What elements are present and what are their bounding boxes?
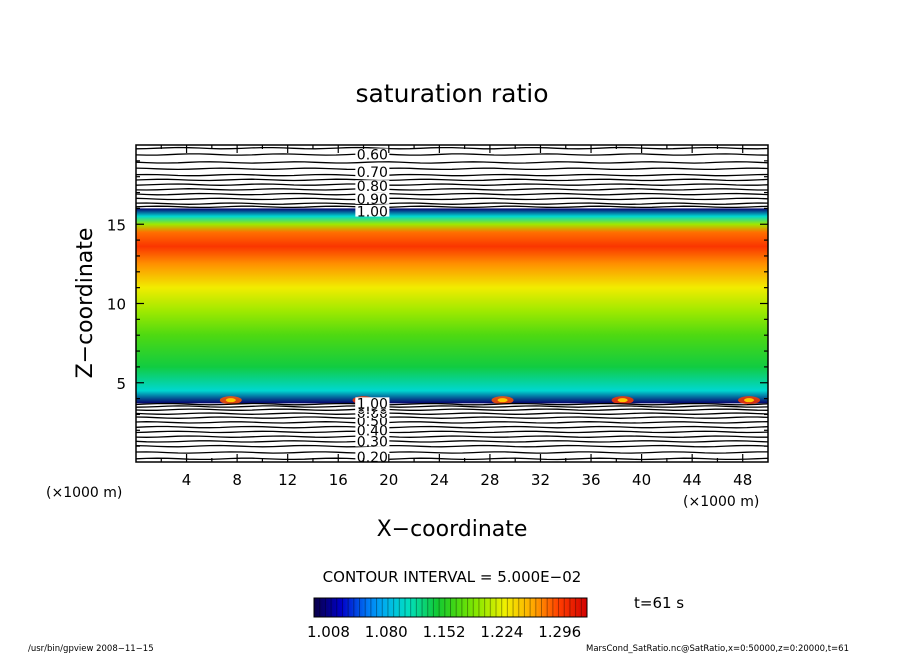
lower-contour-0 (136, 457, 768, 461)
surface-bubble-core-3 (617, 398, 628, 403)
lower-contour-label-bg-0 (355, 451, 390, 462)
colorbar-ticks: 1.008 1.080 1.152 1.224 1.296 (307, 623, 581, 641)
y-axis-label: Z−coordinate (73, 228, 98, 379)
lower-contour-label-8: 1.00 (357, 396, 388, 412)
y-tick-label-10: 10 (107, 296, 126, 314)
upper-contour-label-0: 0.60 (357, 148, 388, 164)
upper-contour-3 (136, 192, 768, 196)
x-tick-label-36: 36 (581, 471, 600, 489)
footer-right: MarsCond_SatRatio.nc@SatRatio,x=0:50000,… (586, 644, 849, 654)
upper-contour-0 (136, 205, 768, 209)
colorbar-tick-label-2: 1.152 (423, 623, 466, 641)
lower-contour-label-bg-2 (355, 424, 390, 436)
colorbar-tick-label-1: 1.080 (365, 623, 408, 641)
upper-contour-7 (136, 173, 768, 177)
lower-contour-2 (136, 444, 768, 448)
x-tick-label-8: 8 (232, 471, 242, 489)
upper-contour-2 (136, 197, 768, 201)
x-axis-unit: (×1000 m) (683, 494, 759, 510)
x-tick-label-12: 12 (278, 471, 297, 489)
lower-contour-10 (136, 408, 768, 411)
x-tick-label-16: 16 (329, 471, 348, 489)
y-tick-label-15: 15 (107, 216, 126, 234)
x-tick-label-44: 44 (683, 471, 702, 489)
contour-lines (136, 146, 768, 461)
upper-contour-label-bg-2 (355, 180, 390, 192)
lower-contour-6 (136, 425, 768, 429)
lower-contour-5 (136, 430, 768, 434)
lower-contour-7 (136, 421, 768, 424)
upper-contour-10 (136, 153, 768, 156)
lower-contour-12 (136, 402, 768, 406)
upper-contour-label-bg-4 (355, 205, 390, 217)
lower-contour-label-0: 0.20 (357, 450, 388, 466)
x-tick-label-48: 48 (733, 471, 752, 489)
upper-contour-9 (136, 161, 768, 164)
upper-contour-4 (136, 188, 768, 191)
x-tick-label-32: 32 (531, 471, 550, 489)
x-tick-label-20: 20 (379, 471, 398, 489)
x-axis-label: X−coordinate (377, 517, 528, 542)
chart-title: saturation ratio (355, 79, 548, 108)
lower-contour-4 (136, 435, 768, 438)
lower-contour-label-bg-8 (355, 397, 390, 409)
x-tick-label-28: 28 (480, 471, 499, 489)
y-axis-unit: (×1000 m) (46, 485, 122, 501)
saturation-field (136, 208, 768, 404)
upper-contour-label-1: 0.70 (357, 165, 388, 181)
upper-contour-label-bg-3 (355, 192, 390, 204)
colorbar-tick-label-3: 1.224 (480, 623, 523, 641)
lower-contour-label-bg-1 (355, 435, 390, 447)
colorbar-tick-label-4: 1.296 (538, 623, 581, 641)
time-label: t=61 s (634, 594, 684, 612)
lower-contour-label-bg-3 (355, 414, 390, 426)
upper-contour-label-4: 1.00 (357, 205, 388, 221)
upper-contour-label-3: 0.90 (357, 192, 388, 208)
upper-contour-label-bg-1 (355, 165, 390, 177)
upper-contour-11 (136, 146, 768, 150)
upper-contour-label-2: 0.80 (357, 179, 388, 195)
lower-contour-8 (136, 416, 768, 419)
x-tick-label-4: 4 (182, 471, 192, 489)
x-tick-label-24: 24 (430, 471, 449, 489)
surface-bubble-core-2 (497, 398, 508, 403)
colorbar (313, 597, 588, 618)
contour-interval-label: CONTOUR INTERVAL = 5.000E−02 (323, 568, 582, 586)
colorbar-tick-label-0: 1.008 (307, 623, 350, 641)
lower-contour-label-2: 0.40 (357, 423, 388, 439)
lower-contour-1 (136, 451, 768, 454)
upper-contour-6 (136, 178, 768, 182)
colorbar-stripes (319, 598, 582, 617)
upper-contour-label-bg-0 (355, 148, 390, 160)
y-tick-label-5: 5 (116, 375, 126, 393)
lower-contour-9 (136, 412, 768, 415)
lower-contour-label-1: 0.30 (357, 434, 388, 450)
upper-contour-1 (136, 202, 768, 205)
surface-bubble-core-0 (225, 398, 236, 403)
lower-contour-3 (136, 440, 768, 443)
surface-bubble-core-4 (744, 398, 755, 403)
upper-contour-5 (136, 183, 768, 186)
contour-labels: 0.600.700.800.901.000.200.300.400.500.60… (355, 148, 390, 466)
x-tick-label-40: 40 (632, 471, 651, 489)
lower-contour-11 (136, 405, 768, 408)
footer-left: /usr/bin/gpview 2008−11−15 (28, 644, 154, 654)
upper-contour-8 (136, 167, 768, 171)
plot-area: 0.600.700.800.901.000.200.300.400.500.60… (136, 146, 768, 466)
